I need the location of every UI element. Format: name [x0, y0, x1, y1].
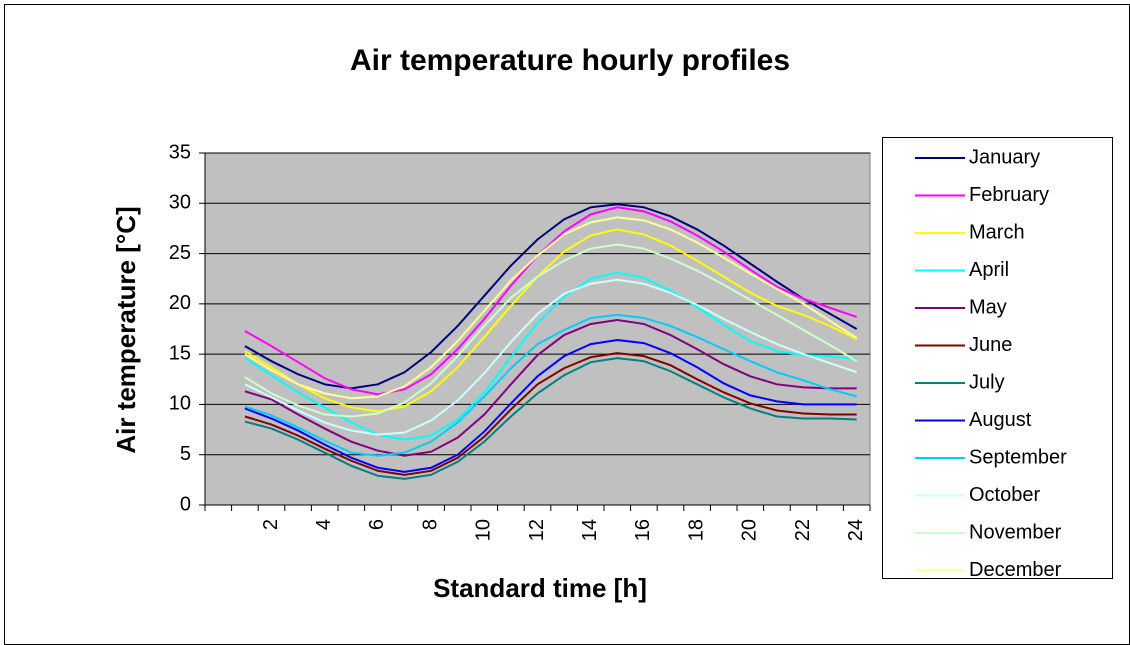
x-tick-label: 22 — [792, 519, 814, 541]
y-tick-label: 35 — [169, 141, 191, 163]
x-tick-label: 8 — [419, 519, 441, 530]
legend-label: September — [969, 446, 1067, 468]
y-tick-label: 0 — [180, 493, 191, 515]
y-tick-label: 20 — [169, 292, 191, 314]
legend-box — [882, 137, 1113, 579]
legend-label: October — [969, 484, 1040, 506]
x-tick-label: 20 — [739, 519, 761, 541]
y-axis-label: Air temperature [°C] — [111, 206, 141, 453]
series-line — [244, 318, 857, 457]
x-tick-label: 6 — [366, 519, 388, 530]
x-tick-label: 2 — [260, 519, 282, 530]
x-tick-label: 12 — [526, 519, 548, 541]
series-line — [244, 243, 858, 418]
x-tick-label: 10 — [473, 519, 495, 541]
series-line — [244, 228, 858, 413]
legend-label: June — [969, 334, 1012, 356]
legend-label: December — [969, 559, 1062, 581]
legend-label: February — [969, 184, 1049, 206]
legend-label: August — [969, 409, 1032, 431]
legend-label: November — [969, 521, 1062, 543]
y-tick-label: 15 — [169, 342, 191, 364]
x-tick-label: 16 — [632, 519, 654, 541]
chart-title: Air temperature hourly profiles — [350, 44, 790, 77]
series-line — [244, 339, 857, 473]
x-axis-label: Standard time [h] — [433, 573, 647, 603]
series-line — [244, 216, 858, 400]
y-tick-label: 10 — [169, 393, 191, 415]
x-tick-label: 4 — [313, 519, 335, 530]
series-line — [244, 352, 857, 476]
x-tick-label: 24 — [845, 519, 867, 541]
x-tick-label: 18 — [685, 519, 707, 541]
legend-label: January — [969, 146, 1040, 168]
legend-label: May — [969, 296, 1007, 318]
series-line — [244, 313, 857, 457]
legend-label: March — [969, 221, 1025, 243]
series-line — [244, 206, 858, 396]
legend-label: July — [969, 371, 1005, 393]
plot-area — [204, 152, 871, 506]
x-tick-label: 14 — [579, 519, 601, 541]
series-line — [244, 278, 858, 436]
y-tick-label: 25 — [169, 242, 191, 264]
legend-label: April — [969, 259, 1009, 281]
y-tick-label: 30 — [169, 192, 191, 214]
y-tick-label: 5 — [180, 443, 191, 465]
series-line — [244, 271, 857, 441]
series-line — [244, 357, 857, 480]
